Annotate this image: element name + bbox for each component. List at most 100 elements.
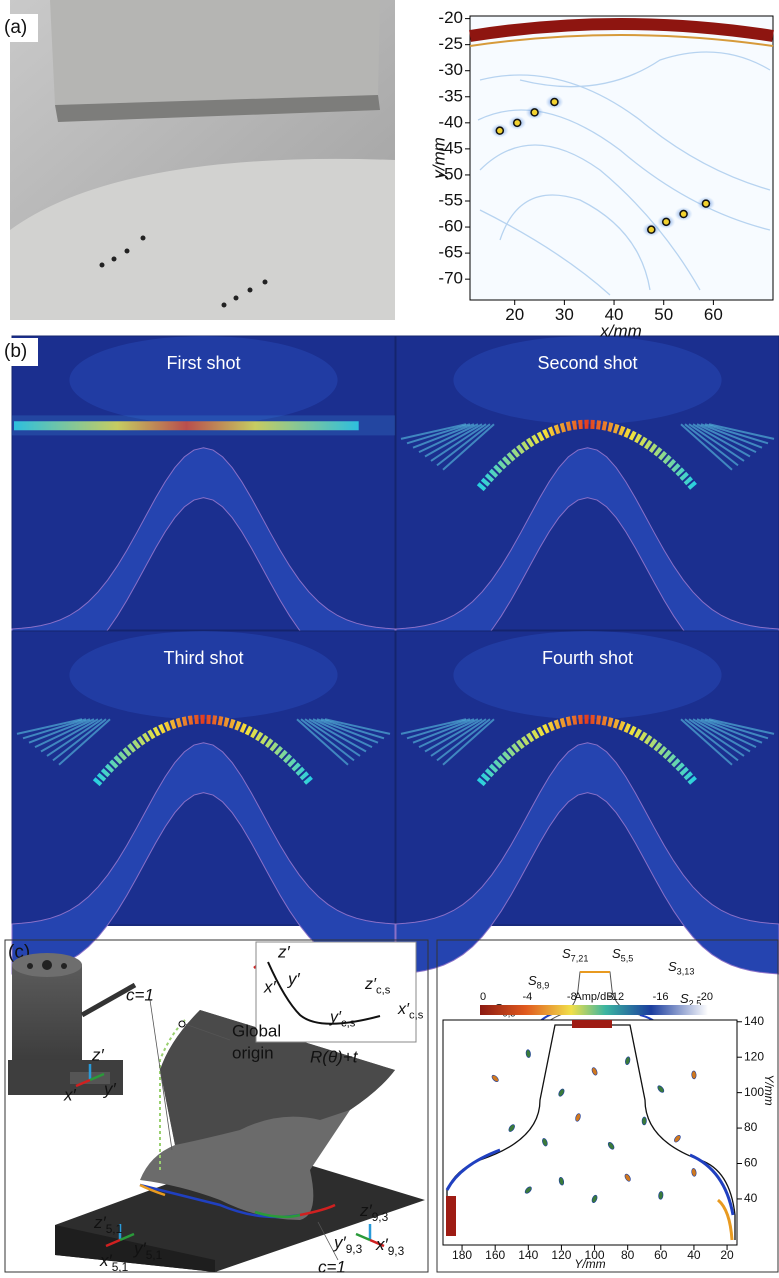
x-tick-label: 140: [518, 1248, 538, 1262]
y-tick-label: 100: [744, 1085, 764, 1099]
label-main: x′: [99, 1251, 113, 1270]
heatmap-background: [470, 16, 773, 300]
colorbar-tick-label: -12: [608, 991, 624, 1003]
subscripted-label: S8,9: [528, 973, 549, 991]
y-tick-label: -35: [438, 86, 463, 105]
data-point: [642, 1117, 647, 1125]
label-sub: 3,13: [677, 967, 695, 977]
y-axis-label: y/mm: [429, 137, 448, 180]
c-label: c=1: [126, 985, 154, 1004]
x-tick-label: 60: [654, 1248, 668, 1262]
shot-image: First shot: [12, 336, 395, 679]
x-axis-label: Y/mm: [574, 1257, 605, 1271]
shot-title: Third shot: [163, 648, 243, 668]
y-tick-label: -65: [438, 243, 463, 262]
x-tick-label: 20: [505, 305, 524, 324]
axis-name: x′: [263, 977, 277, 996]
subscripted-label: S5,5: [612, 946, 633, 964]
origin-label: Global: [232, 1021, 281, 1040]
y-tick-label: -60: [438, 217, 463, 236]
label-sub: 9,3: [372, 1210, 389, 1224]
x-tick-label: 30: [555, 305, 574, 324]
colorbar-tick-label: -8: [567, 991, 577, 1003]
panel-label: (b): [4, 341, 27, 362]
figure: (a) First shot Second shot Third shot Fourt…: [0, 0, 779, 1273]
panel-label: (a): [4, 17, 27, 38]
label-main: S: [562, 946, 571, 961]
label-main: S: [668, 959, 677, 974]
colorbar-tick-label: 0: [480, 991, 486, 1003]
y-tick-label: 140: [744, 1014, 764, 1028]
label-sub: 5,5: [621, 954, 634, 964]
label-sub: 8,9: [537, 981, 550, 991]
y-axis-label: Y/mm: [762, 1074, 776, 1105]
x-tick-label: 50: [654, 305, 673, 324]
origin-label: origin: [232, 1043, 274, 1062]
data-point: [491, 124, 509, 138]
shot-image: Third shot: [12, 631, 395, 974]
subscripted-label: S7,21: [562, 946, 588, 964]
x-tick-label: 20: [720, 1248, 734, 1262]
subscripted-label: S3,13: [668, 959, 694, 977]
label-main: S: [612, 946, 621, 961]
shot-title: First shot: [166, 353, 240, 373]
reconstruction-background: [443, 1020, 737, 1245]
y-tick-label: -70: [438, 269, 463, 288]
y-tick-label: -20: [438, 8, 463, 27]
label-sub: 5,1: [112, 1260, 129, 1273]
probe: [8, 953, 135, 1095]
y-tick-label: -25: [438, 34, 463, 53]
data-point: [692, 1071, 697, 1079]
label-main: z′: [359, 1201, 373, 1220]
data-point: [697, 197, 715, 211]
x-tick-label: 180: [452, 1248, 472, 1262]
y-tick-label: -55: [438, 190, 463, 209]
c-label: c=1: [318, 1257, 346, 1273]
label-sub: c,s: [376, 985, 391, 997]
label-sub: c,s: [409, 1010, 424, 1022]
label-main: S: [528, 973, 537, 988]
curve-label: R(θ)+t: [310, 1047, 359, 1066]
shot-title: Fourth shot: [542, 648, 633, 668]
colorbar-tick-label: -16: [653, 991, 669, 1003]
label-sub: 9,3: [388, 1244, 405, 1258]
data-point: [675, 207, 693, 221]
axis-name: y′: [287, 969, 301, 988]
data-point: [526, 105, 544, 119]
axis-name: x′: [63, 1085, 77, 1104]
x-tick-label: 120: [551, 1248, 571, 1262]
axis-name: y′: [103, 1079, 117, 1098]
subscripted-label: y′9,3: [333, 1233, 363, 1256]
data-point: [642, 223, 660, 237]
y-tick-label: 60: [744, 1156, 758, 1170]
y-tick-label: 120: [744, 1049, 764, 1063]
colorbar-tick-label: -20: [697, 991, 713, 1003]
subscripted-label: x′9,3: [375, 1235, 405, 1258]
y-tick-label: 40: [744, 1191, 758, 1205]
label-sub: 5,1: [146, 1248, 163, 1262]
label-main: y′: [133, 1239, 147, 1258]
label-main: y′: [333, 1233, 347, 1252]
colorbar-tick-label: -4: [523, 991, 533, 1003]
x-axis-label: x/mm: [599, 321, 642, 340]
label-sub: 7,21: [571, 954, 589, 964]
label-sub: 9,3: [346, 1242, 363, 1256]
label-main: z′: [93, 1213, 107, 1232]
label-sub: 5,1: [106, 1222, 123, 1236]
x-tick-label: 80: [621, 1248, 635, 1262]
data-point: [657, 215, 675, 229]
shot-image: Second shot: [396, 336, 779, 679]
data-point: [545, 95, 563, 109]
data-point: [508, 116, 526, 130]
label-sub: c,s: [341, 1018, 356, 1030]
shot-image: Fourth shot: [396, 631, 779, 974]
label-main: x′: [375, 1235, 389, 1254]
label-main: S: [680, 991, 689, 1006]
axis-name: z′: [277, 942, 291, 961]
x-tick-label: 60: [704, 305, 723, 324]
x-tick-label: 160: [485, 1248, 505, 1262]
shot-title: Second shot: [537, 353, 637, 373]
y-tick-label: -40: [438, 112, 463, 131]
photo: [0, 0, 395, 320]
y-tick-label: -30: [438, 60, 463, 79]
